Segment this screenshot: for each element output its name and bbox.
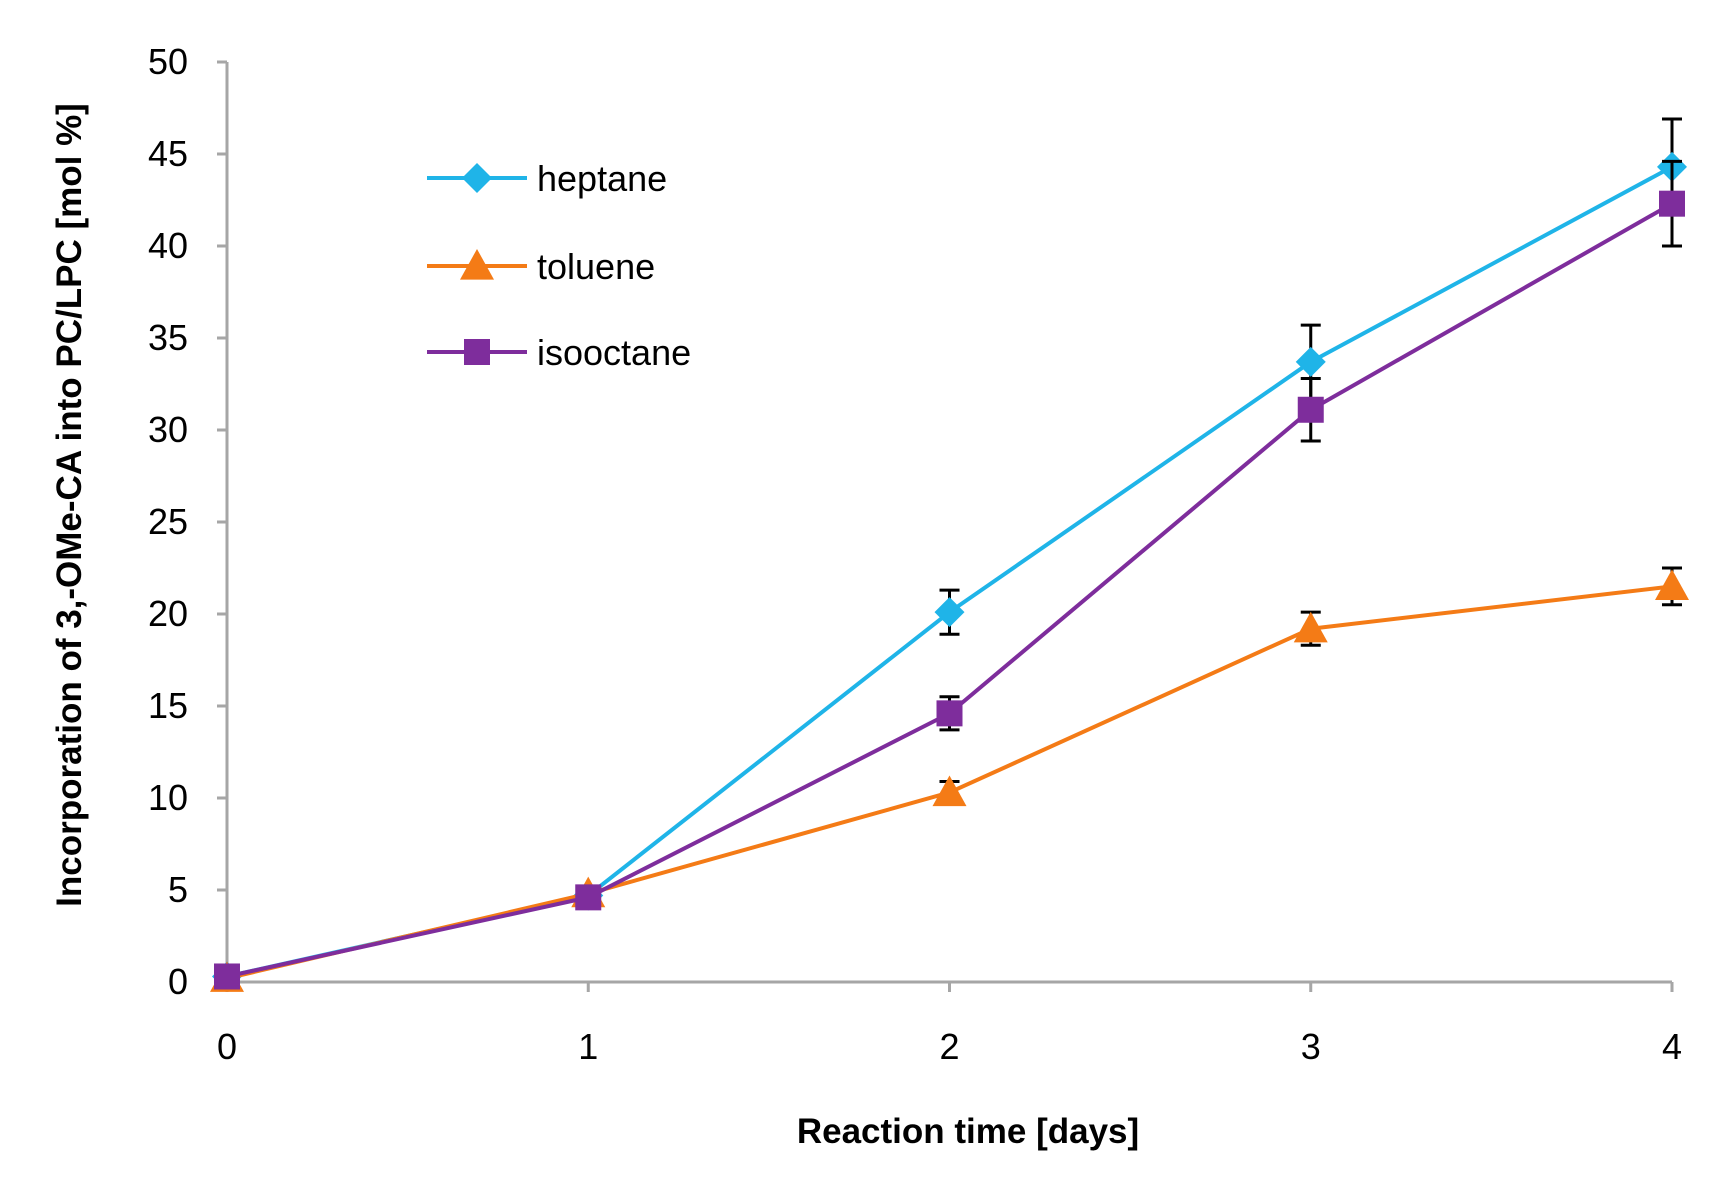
x-tick-label: 3	[1301, 1026, 1321, 1067]
y-tick-label: 5	[168, 869, 188, 910]
tick-labels: 0 5 10 15 20 25 30 35 40 45 50 0 1 2 3 4	[148, 41, 1682, 1067]
legend-label-isooctane: isooctane	[537, 332, 691, 373]
isooctane-point	[1297, 396, 1324, 423]
axes	[217, 60, 1674, 992]
series-isooctane	[214, 159, 1685, 990]
legend-marker-heptane	[462, 163, 492, 193]
legend-label-heptane: heptane	[537, 158, 667, 199]
series	[210, 117, 1689, 992]
x-tick-label: 0	[217, 1026, 237, 1067]
isooctane-point	[214, 963, 240, 990]
isooctane-point	[1659, 190, 1685, 217]
y-tick-label: 15	[148, 685, 188, 726]
y-tick-label: 0	[168, 961, 188, 1002]
isooctane-point	[575, 884, 602, 911]
isooctane-point	[936, 700, 963, 727]
toluene-point	[1655, 569, 1689, 600]
y-tick-label: 45	[148, 133, 188, 174]
y-axis-title: Incorporation of 3,-OMe-CA into PC/LPC […	[50, 103, 89, 907]
y-tick-label: 10	[148, 777, 188, 818]
legend: heptane toluene isooctane	[427, 158, 691, 373]
legend-marker-toluene	[460, 249, 494, 280]
toluene-point	[1293, 611, 1328, 643]
legend-marker-isooctane	[464, 339, 490, 365]
y-tick-label: 50	[148, 41, 188, 82]
heptane-point	[934, 597, 965, 628]
y-tick-label: 25	[148, 501, 188, 542]
heptane-point	[1295, 346, 1326, 377]
x-axis-title: Reaction time [days]	[797, 1112, 1139, 1151]
x-tick-label: 2	[939, 1026, 959, 1067]
series-heptane	[212, 117, 1687, 992]
y-tick-label: 40	[148, 225, 188, 266]
y-tick-label: 20	[148, 593, 188, 634]
y-tick-label: 30	[148, 409, 188, 450]
x-tick-label: 1	[578, 1026, 598, 1067]
heptane-line	[226, 165, 1673, 979]
legend-label-toluene: toluene	[537, 246, 655, 287]
y-tick-label: 35	[148, 317, 188, 358]
x-tick-label: 4	[1662, 1026, 1682, 1067]
toluene-point	[932, 775, 967, 807]
